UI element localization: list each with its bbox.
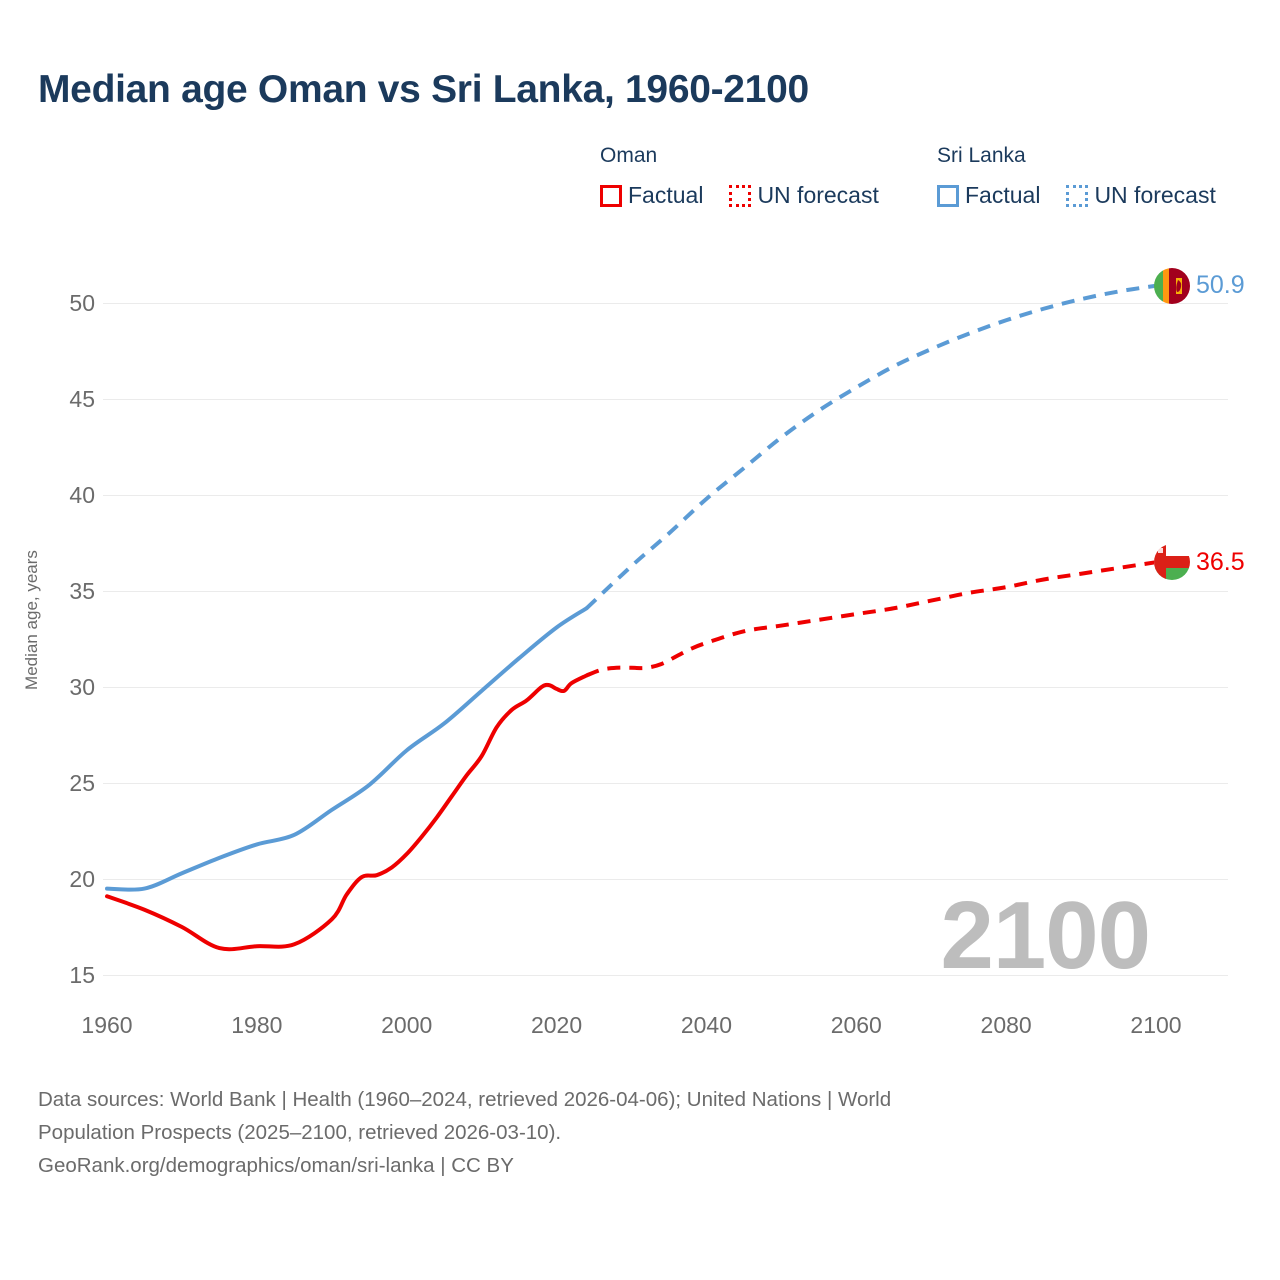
x-axis-tick-label: 1980 bbox=[231, 1012, 283, 1038]
gridline bbox=[103, 495, 1228, 496]
x-axis-tick-label: 2080 bbox=[980, 1012, 1032, 1038]
footer-sources: Data sources: World Bank | Health (1960–… bbox=[38, 1083, 1238, 1182]
y-axis-tick-label: 25 bbox=[69, 770, 95, 796]
legend-label-oman-forecast: UN forecast bbox=[757, 182, 879, 208]
sri-lanka-flag-icon bbox=[1154, 267, 1190, 304]
legend-country-sri-lanka: Sri Lanka bbox=[937, 144, 1026, 167]
x-axis-tick-label: 2020 bbox=[530, 1012, 583, 1038]
series-line-forecast-oman bbox=[585, 560, 1157, 678]
legend-label-sri-lanka-forecast: UN forecast bbox=[1094, 182, 1216, 208]
y-axis-tick-label: 45 bbox=[69, 386, 95, 412]
legend-item-sri-lanka-forecast[interactable]: UN forecast bbox=[1066, 182, 1216, 209]
legend-country-oman: Oman bbox=[600, 144, 658, 167]
year-watermark: 2100 bbox=[940, 882, 1151, 989]
y-axis-tick-label: 40 bbox=[69, 482, 95, 508]
legend-label-oman-factual: Factual bbox=[628, 182, 704, 208]
legend-swatch-solid-blue-icon bbox=[937, 184, 959, 207]
series-line-factual-sri-lanka bbox=[105, 606, 589, 892]
gridline bbox=[103, 975, 1228, 976]
gridline bbox=[103, 783, 1228, 784]
gridline bbox=[103, 879, 1228, 880]
y-axis-tick-label: 15 bbox=[69, 962, 95, 988]
legend-item-oman-factual[interactable]: Factual bbox=[600, 182, 703, 209]
y-axis-tick-label: 50 bbox=[69, 290, 95, 316]
series-line-factual-oman bbox=[105, 673, 589, 952]
legend-group-oman: Oman Factual UN forecast bbox=[600, 143, 879, 209]
footer-line-3: GeoRank.org/demographics/oman/sri-lanka … bbox=[38, 1154, 514, 1177]
footer-line-2: Population Prospects (2025–2100, retriev… bbox=[38, 1121, 562, 1144]
gridline bbox=[103, 303, 1228, 304]
page-title: Median age Oman vs Sri Lanka, 1960-2100 bbox=[38, 68, 809, 111]
legend-group-sri-lanka: Sri Lanka Factual UN forecast bbox=[937, 143, 1216, 209]
legend-swatch-solid-red-icon bbox=[600, 184, 622, 207]
series-line-forecast-sri-lanka bbox=[585, 283, 1157, 610]
x-axis-tick-label: 2000 bbox=[381, 1012, 433, 1038]
gridline bbox=[103, 687, 1228, 688]
footer-line-1: Data sources: World Bank | Health (1960–… bbox=[38, 1088, 892, 1111]
legend-swatch-dotted-blue-icon bbox=[1066, 184, 1089, 207]
y-axis-tick-label: 20 bbox=[69, 866, 95, 892]
x-axis-tick-label: 2100 bbox=[1130, 1012, 1182, 1038]
endpoint-value-sri-lanka: 50.9 bbox=[1196, 271, 1245, 300]
endpoint-value-oman: 36.5 bbox=[1196, 547, 1245, 576]
legend-label-sri-lanka-factual: Factual bbox=[965, 182, 1041, 208]
legend-swatch-dotted-red-icon bbox=[729, 184, 752, 207]
chart-legend: Oman Factual UN forecast Sri Lanka Factu… bbox=[600, 143, 1260, 223]
gridline bbox=[103, 399, 1228, 400]
legend-item-sri-lanka-factual[interactable]: Factual bbox=[937, 182, 1040, 209]
legend-item-oman-forecast[interactable]: UN forecast bbox=[729, 182, 879, 209]
x-axis-tick-label: 1960 bbox=[81, 1012, 133, 1038]
x-axis-tick-label: 2040 bbox=[680, 1012, 732, 1038]
y-axis-tick-label: 30 bbox=[69, 674, 95, 700]
x-axis-tick-label: 2060 bbox=[830, 1012, 882, 1038]
endpoint-label-oman: 36.5 bbox=[1154, 544, 1245, 581]
endpoint-label-sri-lanka: 50.9 bbox=[1154, 267, 1245, 304]
y-axis-tick-label: 35 bbox=[69, 578, 95, 604]
gridline bbox=[103, 591, 1228, 592]
oman-flag-icon bbox=[1154, 544, 1190, 581]
